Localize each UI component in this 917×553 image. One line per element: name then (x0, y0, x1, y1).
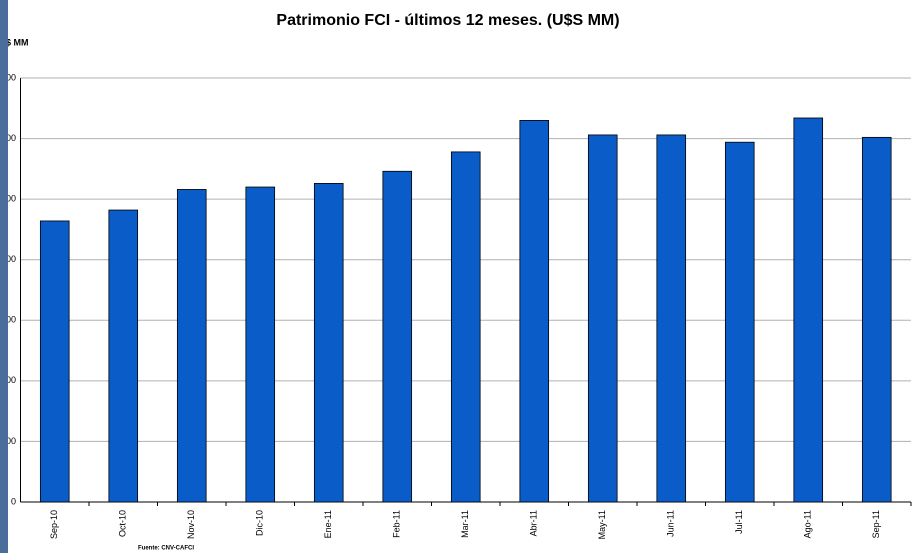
source-note: Fuente: CNV-CAFCI (138, 546, 194, 552)
bar (245, 186, 276, 503)
y-tick-label: 500 (1, 436, 16, 446)
x-tick-label: Abr-11 (529, 510, 539, 536)
x-tick-label: Nov-10 (186, 510, 196, 539)
x-tick-label: Sep-10 (49, 510, 59, 539)
bar (656, 134, 687, 503)
x-tick-label: Mar-11 (460, 510, 470, 538)
x-tick-label: Ene-11 (323, 510, 333, 538)
bar (108, 209, 139, 503)
bar (176, 189, 207, 503)
x-tick-label: Sep-11 (871, 510, 881, 538)
bar (724, 141, 755, 503)
x-tick-label: Jun-11 (666, 510, 676, 537)
bar (861, 136, 892, 503)
x-tick-label: Jul-11 (734, 510, 744, 534)
bar (587, 134, 618, 503)
y-axis-label: $ MM (6, 37, 29, 47)
x-tick-label: Dic-10 (255, 510, 265, 536)
bar (519, 120, 550, 503)
x-tick-label: Feb-11 (392, 510, 402, 538)
plot-area: 0500100015002000250030003500Sep-10Oct-10… (0, 72, 912, 539)
bar (450, 151, 481, 503)
x-tick-label: May-11 (597, 510, 607, 539)
bar (382, 170, 413, 503)
bar (793, 117, 824, 503)
bar (39, 220, 70, 503)
left-strip (0, 0, 8, 553)
chart-title: Patrimonio FCI - últimos 12 meses. (U$S … (276, 12, 619, 29)
x-tick-label: Oct-10 (118, 510, 128, 537)
x-tick-label: Ago-11 (803, 510, 813, 538)
bar (313, 182, 344, 503)
y-tick-label: 0 (11, 496, 16, 506)
